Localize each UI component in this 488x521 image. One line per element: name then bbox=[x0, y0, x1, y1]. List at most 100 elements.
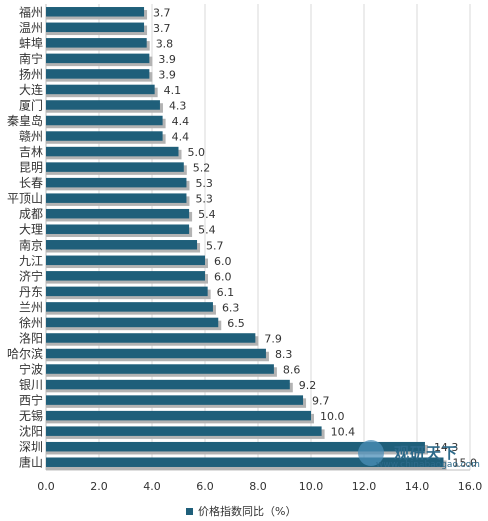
category-label: 深圳 bbox=[19, 440, 43, 454]
category-label: 温州 bbox=[19, 21, 43, 35]
bar bbox=[46, 69, 150, 79]
category-label: 银川 bbox=[19, 378, 43, 392]
bar bbox=[46, 177, 187, 188]
category-label: 南宁 bbox=[19, 51, 43, 66]
bar bbox=[46, 364, 274, 374]
data-label: 8.6 bbox=[283, 364, 301, 377]
bar bbox=[46, 240, 198, 250]
category-label: 昆明 bbox=[19, 161, 43, 175]
bar bbox=[46, 193, 187, 203]
x-tick-label: 0.0 bbox=[37, 480, 55, 493]
category-label: 大连 bbox=[19, 82, 43, 97]
bar bbox=[46, 100, 160, 110]
data-label: 6.0 bbox=[214, 270, 232, 283]
bar bbox=[46, 162, 184, 172]
category-label: 济宁 bbox=[19, 268, 43, 283]
category-label: 兰州 bbox=[19, 300, 43, 314]
legend: 价格指数同比（%） bbox=[186, 504, 296, 518]
data-label: 4.1 bbox=[164, 84, 182, 97]
data-label: 5.7 bbox=[206, 239, 224, 252]
data-label: 6.0 bbox=[214, 255, 232, 268]
data-label: 5.3 bbox=[195, 193, 213, 206]
data-label: 15.0 bbox=[453, 457, 478, 470]
bar bbox=[46, 333, 256, 343]
bar bbox=[46, 395, 304, 405]
data-label: 3.9 bbox=[158, 68, 176, 81]
legend-swatch bbox=[186, 508, 193, 515]
x-tick-label: 2.0 bbox=[90, 480, 108, 493]
bar bbox=[46, 146, 179, 157]
x-tick-labels: 0.0 2.0 4.0 6.0 8.0 10.0 12.0 14.0 16.0 bbox=[37, 480, 482, 493]
data-label: 3.9 bbox=[158, 53, 176, 66]
data-label: 4.3 bbox=[169, 99, 187, 112]
bar bbox=[46, 457, 444, 467]
category-label: 徐州 bbox=[19, 315, 43, 330]
data-labels: 3.7 3.7 3.8 3.9 3.9 4.1 4.3 4.4 4.4 5.0 5.2 5.3 5.3 5… bbox=[153, 6, 477, 469]
bar bbox=[46, 7, 145, 17]
bar bbox=[46, 224, 190, 234]
grid-lines bbox=[45, 4, 471, 471]
globe-icon bbox=[358, 440, 384, 466]
category-label: 长春 bbox=[19, 176, 43, 190]
data-label: 5.0 bbox=[188, 146, 206, 159]
bar bbox=[46, 426, 322, 436]
bar bbox=[46, 441, 425, 452]
category-labels: 福州温州蚌埠南宁扬州大连厦门秦皇岛赣州吉林昆明长春平顶山成都大理南京九江济宁丹东… bbox=[7, 4, 43, 469]
bar bbox=[46, 208, 190, 219]
x-tick-label: 14.0 bbox=[405, 480, 430, 493]
x-tick-label: 8.0 bbox=[249, 480, 267, 493]
data-label: 9.7 bbox=[312, 395, 330, 408]
bar bbox=[46, 410, 311, 421]
category-label: 福州 bbox=[19, 4, 43, 19]
data-label: 14.3 bbox=[434, 441, 459, 454]
data-label: 6.3 bbox=[222, 301, 240, 314]
bar bbox=[46, 53, 150, 64]
bar bbox=[46, 379, 290, 390]
x-tick-label: 16.0 bbox=[458, 480, 483, 493]
data-label: 4.4 bbox=[172, 131, 190, 144]
category-label: 吉林 bbox=[19, 145, 43, 159]
data-label: 3.7 bbox=[153, 6, 171, 19]
watermark-url: www.chinabaogao.com bbox=[376, 460, 480, 470]
data-label: 9.2 bbox=[299, 379, 317, 392]
category-label: 哈尔滨 bbox=[7, 346, 43, 361]
category-label: 南京 bbox=[19, 237, 43, 252]
category-label: 洛阳 bbox=[19, 330, 43, 345]
data-label: 7.9 bbox=[264, 332, 282, 345]
category-label: 平顶山 bbox=[7, 192, 43, 206]
bar bbox=[46, 255, 205, 266]
category-label: 扬州 bbox=[19, 66, 43, 81]
category-label: 西宁 bbox=[19, 393, 43, 408]
watermark-title: 观研天下 bbox=[394, 444, 459, 462]
bar bbox=[46, 348, 266, 359]
bar bbox=[46, 22, 145, 33]
data-label: 10.4 bbox=[331, 426, 356, 439]
bar bbox=[46, 317, 219, 328]
category-label: 九江 bbox=[19, 254, 43, 268]
data-label: 3.8 bbox=[156, 37, 174, 50]
bar bbox=[46, 302, 213, 312]
bar bbox=[46, 38, 147, 48]
bar bbox=[46, 84, 155, 95]
category-label: 秦皇岛 bbox=[7, 113, 43, 128]
data-label: 5.2 bbox=[193, 162, 211, 175]
category-label: 唐山 bbox=[19, 455, 43, 470]
bar bbox=[46, 115, 163, 126]
category-label: 赣州 bbox=[19, 130, 43, 144]
category-label: 成都 bbox=[19, 207, 43, 221]
data-label: 6.5 bbox=[227, 317, 245, 330]
x-tick-label: 10.0 bbox=[299, 480, 324, 493]
category-label: 宁波 bbox=[19, 362, 43, 377]
data-label: 5.3 bbox=[195, 177, 213, 190]
bar bbox=[46, 271, 205, 281]
category-label: 大理 bbox=[19, 223, 43, 237]
legend-label: 价格指数同比（%） bbox=[198, 504, 296, 518]
category-label: 蚌埠 bbox=[19, 36, 43, 50]
data-label: 4.4 bbox=[172, 115, 190, 128]
bar bbox=[46, 286, 208, 297]
x-tick-label: 4.0 bbox=[143, 480, 161, 493]
data-label: 8.3 bbox=[275, 348, 293, 361]
data-label: 6.1 bbox=[217, 286, 235, 299]
x-tick-label: 6.0 bbox=[196, 480, 214, 493]
